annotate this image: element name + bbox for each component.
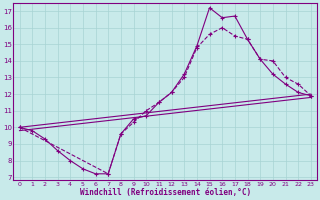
X-axis label: Windchill (Refroidissement éolien,°C): Windchill (Refroidissement éolien,°C) bbox=[80, 188, 251, 197]
